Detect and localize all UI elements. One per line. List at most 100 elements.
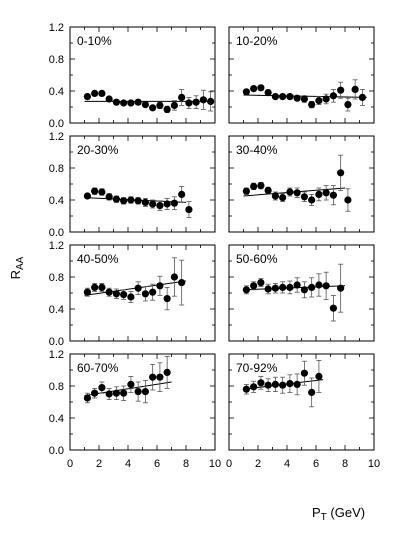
data-point: [112, 389, 120, 397]
data-point: [112, 195, 120, 203]
data-point: [105, 288, 113, 296]
data-point: [156, 101, 164, 109]
data-point: [141, 198, 149, 206]
data-point: [105, 193, 113, 201]
data-point: [98, 188, 106, 196]
data-point: [279, 194, 287, 202]
data-point: [178, 93, 186, 101]
data-point: [286, 283, 294, 291]
data-point: [134, 388, 142, 396]
x-tick-label: 6: [313, 458, 319, 470]
panel-label: 60-70%: [77, 361, 119, 375]
panel-20-30%: 0.0 0.4 0.8 1.2 20-30%: [49, 131, 216, 239]
data-point: [185, 99, 193, 107]
data-point: [308, 283, 316, 291]
data-point: [286, 188, 294, 196]
data-point: [250, 85, 258, 93]
data-point: [141, 388, 149, 396]
x-axis-title: PT (GeV): [312, 505, 365, 523]
data-point: [149, 373, 157, 381]
x-tick-label: 6: [154, 458, 160, 470]
x-tick-label: 0: [226, 458, 232, 470]
panel-0-10%: 0.0 0.4 0.8 1.2 0-10%: [49, 22, 216, 130]
y-axis-title-main: R: [8, 270, 23, 279]
data-point: [149, 288, 157, 296]
data-point: [112, 290, 120, 298]
y-tick-label: 0.8: [49, 54, 64, 66]
data-point: [149, 104, 157, 112]
data-point: [308, 388, 316, 396]
panel-60-70%: 0.0 0.4 0.8 1.2 0 2 4 6 8 10 60-70%: [49, 349, 221, 470]
data-point: [192, 98, 200, 106]
data-point: [257, 379, 265, 387]
data-point: [257, 182, 265, 190]
data-point: [127, 99, 135, 107]
data-point: [98, 89, 106, 97]
data-point: [98, 283, 106, 291]
data-point: [163, 368, 171, 376]
data-point: [156, 282, 164, 290]
data-point: [271, 380, 279, 388]
data-point: [264, 285, 272, 293]
data-point: [300, 369, 308, 377]
data-point: [163, 105, 171, 113]
data-point: [83, 93, 91, 101]
data-point: [83, 394, 91, 402]
data-point: [293, 189, 301, 197]
data-point: [329, 92, 337, 100]
data-point: [149, 200, 157, 208]
y-tick-label: 0.4: [49, 195, 64, 207]
x-tick-label: 2: [255, 458, 261, 470]
data-point: [112, 98, 120, 106]
x-tick-label: 8: [183, 458, 189, 470]
data-point: [120, 99, 128, 107]
fit-line: [84, 381, 172, 397]
data-point: [293, 281, 301, 289]
data-point: [308, 196, 316, 204]
data-point: [199, 96, 207, 104]
y-tick-label: 0.0: [49, 227, 64, 239]
data-point: [322, 189, 330, 197]
data-point: [98, 384, 106, 392]
data-point: [337, 284, 345, 292]
data-point: [271, 284, 279, 292]
y-tick-label: 1.2: [49, 131, 64, 143]
y-tick-label: 0.8: [49, 163, 64, 175]
data-point: [250, 282, 258, 290]
data-point: [344, 196, 352, 204]
data-point: [250, 182, 258, 190]
panel-label: 50-60%: [236, 252, 278, 266]
data-point: [264, 381, 272, 389]
y-tick-label: 0.4: [49, 86, 64, 98]
data-point: [127, 196, 135, 204]
data-point: [156, 373, 164, 381]
data-point: [300, 193, 308, 201]
y-tick-label: 0.4: [49, 304, 64, 316]
data-point: [271, 93, 279, 101]
data-point: [120, 389, 128, 397]
x-tick-label: 10: [368, 458, 380, 470]
data-point: [207, 97, 215, 105]
data-point: [141, 290, 149, 298]
data-point: [300, 286, 308, 294]
data-point: [271, 192, 279, 200]
data-point: [315, 190, 323, 198]
y-tick-label: 0.0: [49, 445, 64, 457]
y-tick-label: 1.2: [49, 240, 64, 252]
panel-10-20%: 10-20%: [228, 26, 375, 124]
data-point: [178, 279, 186, 287]
data-point: [185, 206, 193, 214]
data-point: [308, 101, 316, 109]
panel-30-40%: 30-40%: [228, 135, 375, 233]
data-point: [163, 200, 171, 208]
x-tick-label: 4: [284, 458, 290, 470]
data-point: [141, 101, 149, 109]
data-point: [286, 380, 294, 388]
data-point: [257, 279, 265, 287]
panel-label: 70-92%: [236, 361, 278, 375]
data-point: [134, 197, 142, 205]
data-point: [322, 95, 330, 103]
y-tick-label: 0.8: [49, 381, 64, 393]
y-tick-label: 0.8: [49, 272, 64, 284]
